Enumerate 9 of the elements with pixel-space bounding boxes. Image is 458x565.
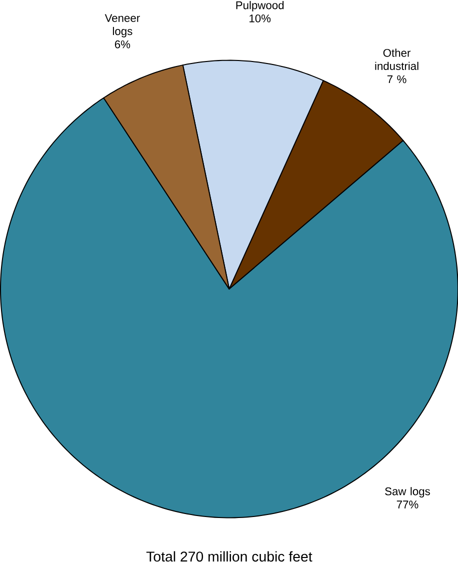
slice-label: Pulpwood xyxy=(236,1,284,12)
slice-label: Other industrial xyxy=(375,48,418,70)
data-label: 6% xyxy=(114,40,130,48)
text: Total 270 million cubic feet xyxy=(146,551,312,562)
slice-label: Saw logs xyxy=(384,487,430,498)
slice-label: Veneer logs xyxy=(104,14,140,38)
data-label: 10% xyxy=(249,14,270,22)
data-label: 77% xyxy=(396,500,418,508)
data-label: 7 % xyxy=(387,75,406,84)
